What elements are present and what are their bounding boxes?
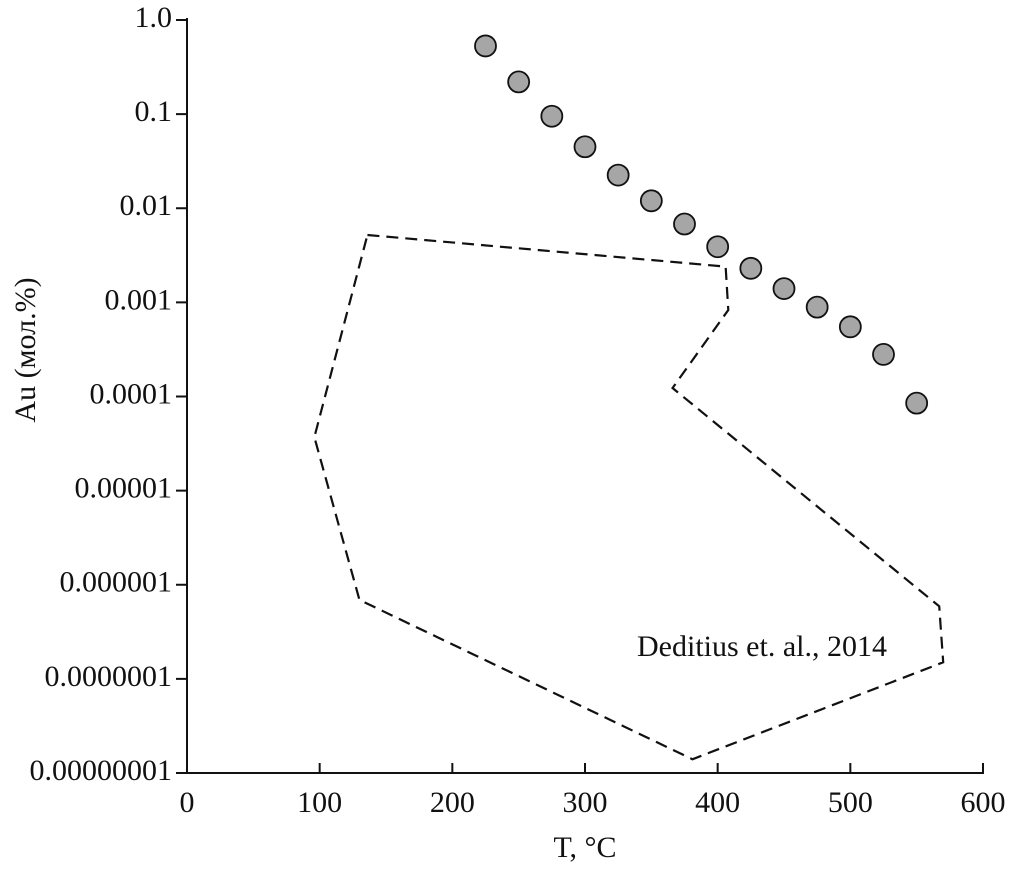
y-tick-label: 0.01: [120, 189, 173, 222]
data-point: [573, 135, 597, 159]
y-tick-label: 0.00000001: [30, 754, 173, 787]
y-tick-label: 1.0: [135, 1, 173, 34]
x-tick-label: 0: [180, 786, 195, 819]
data-point: [639, 189, 663, 213]
y-tick-label: 0.0000001: [45, 660, 173, 693]
data-point: [540, 104, 564, 128]
x-tick-label: 400: [695, 786, 740, 819]
x-tick-label: 500: [828, 786, 873, 819]
data-point: [673, 212, 696, 236]
y-tick-label: 0.001: [105, 283, 173, 316]
x-tick-label: 600: [961, 786, 1006, 819]
data-point: [474, 34, 497, 58]
y-tick-label: 0.000001: [60, 566, 173, 599]
data-point: [739, 256, 763, 280]
x-tick-label: 200: [430, 786, 475, 819]
data-point: [805, 295, 829, 319]
data-point: [838, 315, 862, 339]
y-tick-label: 0.1: [135, 95, 173, 128]
data-point: [606, 163, 630, 187]
region-outline: [313, 233, 945, 761]
y-axis-label: Au (мол.%): [9, 277, 42, 422]
annotation: Deditius et. al., 2014: [637, 630, 887, 663]
data-point: [507, 70, 531, 94]
data-point: [772, 277, 796, 301]
y-tick-label: 0.00001: [75, 472, 173, 505]
x-axis-label: T, °C: [553, 831, 616, 864]
data-point: [872, 343, 895, 366]
data-point: [706, 235, 730, 259]
data-point: [905, 391, 929, 415]
y-tick-label: 0.0001: [90, 377, 173, 410]
x-tick-label: 300: [563, 786, 608, 819]
x-tick-label: 100: [297, 786, 342, 819]
